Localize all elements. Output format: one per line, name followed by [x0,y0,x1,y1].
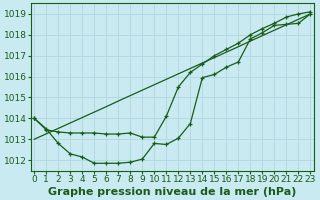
X-axis label: Graphe pression niveau de la mer (hPa): Graphe pression niveau de la mer (hPa) [48,187,297,197]
